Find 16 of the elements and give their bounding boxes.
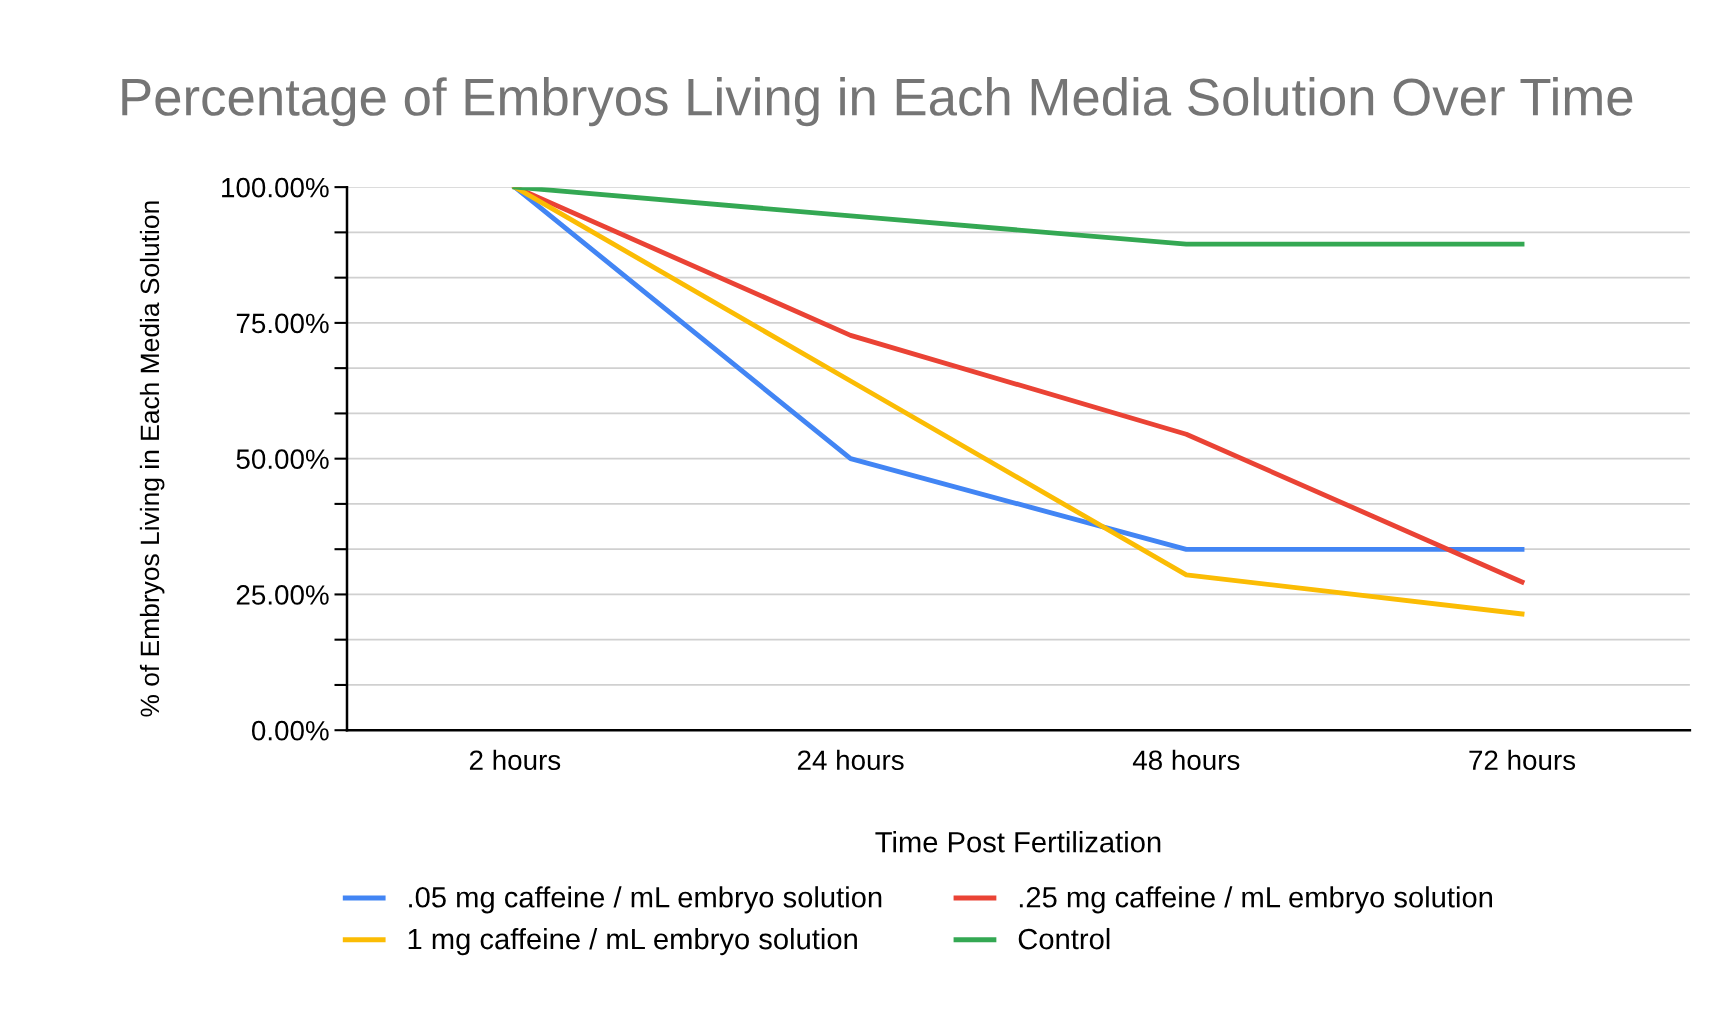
- y-tick-label: 50.00%: [236, 449, 329, 470]
- legend-label: Control: [1018, 927, 1110, 950]
- y-tick-label: 25.00%: [236, 585, 329, 605]
- x-axis-title: Time Post Fertilization: [875, 831, 1161, 853]
- legend-label: 1 mg caffeine / mL embryo solution: [408, 927, 857, 956]
- y-axis-title: % of Embryos Living in Each Media Solution: [139, 201, 165, 717]
- y-tick-label: 75.00%: [236, 313, 329, 334]
- x-tick-label: 48 hours: [1132, 749, 1240, 771]
- y-tick-label: 100.00%: [222, 177, 329, 198]
- x-tick-label: 24 hours: [797, 749, 904, 771]
- legend-label: .25 mg caffeine / mL embryo solution: [1019, 886, 1493, 914]
- chart-title: Percentage of Embryos Living in Each Media Solution Over Time: [122, 77, 1633, 127]
- x-tick-label: 72 hours: [1469, 749, 1576, 771]
- y-tick-label: 0.00%: [251, 720, 329, 741]
- legend-label: .05 mg caffeine / mL embryo solution: [409, 886, 882, 914]
- x-tick-label: 2 hours: [469, 749, 561, 771]
